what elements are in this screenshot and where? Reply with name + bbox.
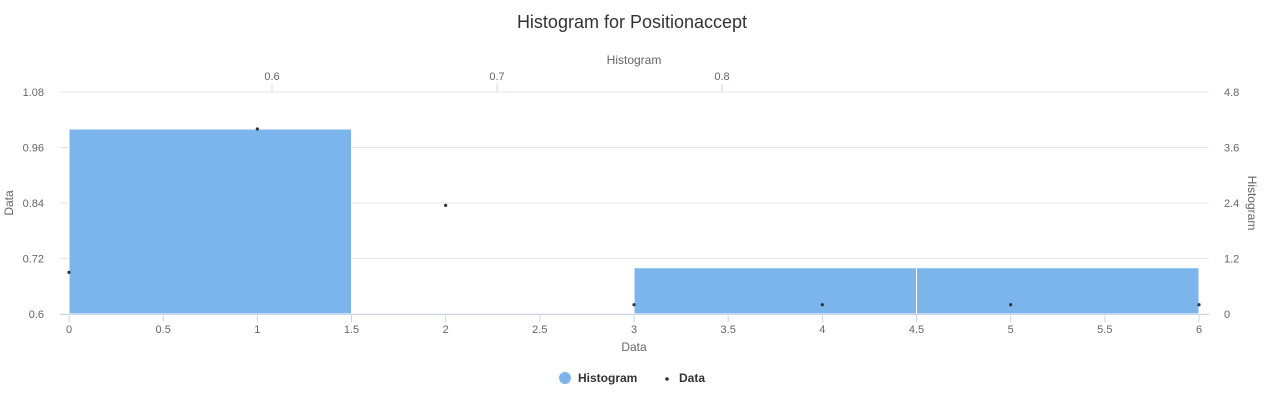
legend-histogram-symbol (559, 372, 571, 384)
x-bottom-tick-label: 3 (631, 324, 637, 336)
histogram-bar (633, 267, 917, 315)
x-bottom-tick-label: 5 (1008, 324, 1014, 336)
y-right-tick-label: 3.6 (1224, 143, 1239, 155)
data-point (820, 303, 824, 307)
y-axis-left-title: Data (2, 190, 16, 216)
data-point (255, 127, 259, 131)
x-top-tick-label: 0.7 (489, 71, 504, 83)
x-bottom-tick-label: 4.5 (909, 324, 924, 336)
legend-data-label: Data (679, 371, 705, 385)
points-layer (67, 127, 1201, 307)
x-bottom-tick-label: 2.5 (532, 324, 547, 336)
x-bottom-tick-label: 3.5 (721, 324, 736, 336)
y-left-tick-label: 1.08 (23, 87, 44, 99)
x-bottom-tick-label: 2 (443, 324, 449, 336)
y-left-tick-label: 0.72 (23, 254, 44, 266)
x-bottom-tick-label: 4 (819, 324, 825, 336)
legend-item-histogram[interactable]: Histogram (559, 371, 637, 385)
data-point (444, 203, 448, 207)
histogram-bar (68, 128, 352, 315)
x-top-tick-label: 0.8 (714, 71, 729, 83)
x-bottom-tick-label: 6 (1196, 324, 1202, 336)
legend-item-data[interactable]: Data (665, 371, 705, 385)
y-right-tick-label: 1.2 (1224, 254, 1239, 266)
data-point (632, 303, 636, 307)
x-bottom-tick-label: 0.5 (156, 324, 171, 336)
histogram-bar (916, 267, 1200, 315)
x-bottom-tick-label: 1 (254, 324, 260, 336)
y-left-tick-label: 0.84 (23, 198, 44, 210)
y-left-tick-label: 0.6 (29, 309, 44, 321)
x-top-tick-label: 0.6 (264, 71, 279, 83)
x-bottom-tick-label: 0 (66, 324, 72, 336)
data-point (67, 270, 71, 274)
legend-data-symbol (665, 377, 669, 381)
chart-title: Histogram for Positionaccept (517, 12, 747, 32)
data-point (1197, 303, 1201, 307)
y-right-tick-label: 4.8 (1224, 87, 1239, 99)
legend-histogram-label: Histogram (578, 371, 637, 385)
y-axis-right-title: Histogram (1245, 176, 1259, 231)
axes-layer: 0.6 00.72 1.20.84 2.40.96 3.61.08 4.80 0.5 1 1.5… (23, 71, 1240, 336)
y-right-tick-label: 0 (1224, 309, 1230, 321)
y-left-tick-label: 0.96 (23, 143, 44, 155)
x-axis-bottom-title: Data (621, 340, 647, 354)
x-axis-top-title: Histogram (607, 53, 662, 67)
x-bottom-tick-label: 5.5 (1097, 324, 1112, 336)
legend: Histogram Data (559, 371, 705, 385)
data-point (1009, 303, 1013, 307)
bars-layer (68, 128, 1200, 315)
x-bottom-tick-label: 1.5 (344, 324, 359, 336)
y-right-tick-label: 2.4 (1224, 198, 1239, 210)
